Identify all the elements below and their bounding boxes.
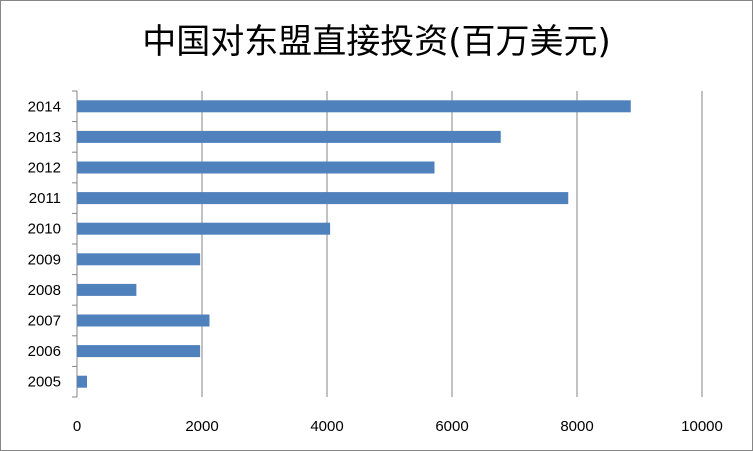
x-tick-label-2000: 2000 <box>185 418 218 435</box>
y-tick-label-2010: 2010 <box>28 221 61 238</box>
bar-2009 <box>77 253 201 266</box>
bar-2010 <box>77 222 331 235</box>
bar-2005 <box>77 375 87 388</box>
x-tick-label-4000: 4000 <box>310 418 343 435</box>
y-tick-label-2014: 2014 <box>28 98 61 115</box>
y-tick-label-2005: 2005 <box>28 374 61 391</box>
y-tick-label-2008: 2008 <box>28 282 61 299</box>
bar-2006 <box>77 345 201 358</box>
bar-2007 <box>77 314 210 327</box>
y-tick-label-2009: 2009 <box>28 251 61 268</box>
bar-2013 <box>77 130 501 143</box>
bar-2014 <box>77 100 631 113</box>
chart-title: 中国对东盟直接投资(百万美元) <box>142 22 611 62</box>
x-tick-label-0: 0 <box>73 418 81 435</box>
bar-2012 <box>77 161 435 174</box>
y-tick-label-2011: 2011 <box>29 190 61 207</box>
x-tick-label-8000: 8000 <box>560 418 593 435</box>
x-tick-label-6000: 6000 <box>435 418 468 435</box>
y-tick-label-2006: 2006 <box>28 343 61 360</box>
bar-2008 <box>77 283 137 296</box>
y-tick-label-2013: 2013 <box>28 129 61 146</box>
y-tick-label-2007: 2007 <box>28 313 61 330</box>
bar-2011 <box>77 192 569 205</box>
y-tick-label-2012: 2012 <box>28 160 61 177</box>
x-tick-label-10000: 10000 <box>681 418 723 435</box>
